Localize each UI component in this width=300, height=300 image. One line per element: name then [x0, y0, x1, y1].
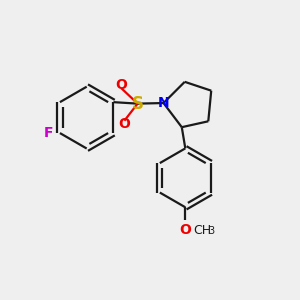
- Text: CH: CH: [194, 224, 212, 237]
- Text: O: O: [115, 78, 127, 92]
- Text: S: S: [132, 94, 144, 112]
- Text: 3: 3: [208, 226, 214, 236]
- Text: F: F: [44, 126, 53, 140]
- Text: O: O: [179, 224, 191, 238]
- Text: O: O: [118, 117, 130, 131]
- Text: N: N: [158, 96, 169, 110]
